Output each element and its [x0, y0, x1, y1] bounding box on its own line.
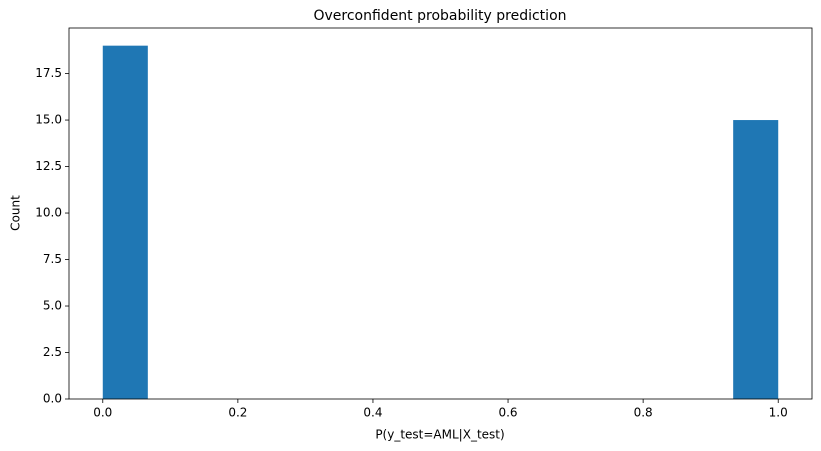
y-tick-label: 12.5 [35, 159, 62, 173]
bar [102, 45, 148, 400]
x-tick-label: 1.0 [769, 406, 788, 420]
bar [733, 120, 779, 399]
x-tick-label: 0.4 [363, 406, 382, 420]
x-tick-label: 0.6 [498, 406, 517, 420]
y-tick-label: 17.5 [35, 66, 62, 80]
y-tick-label: 10.0 [35, 206, 62, 220]
y-tick-label: 7.5 [43, 252, 62, 266]
x-tick-label: 0.8 [634, 406, 653, 420]
x-axis-label: P(y_test=AML|X_test) [375, 428, 504, 442]
x-tick-label: 0.2 [228, 406, 247, 420]
y-tick-label: 15.0 [35, 113, 62, 127]
y-tick-label: 2.5 [43, 345, 62, 359]
plot-frame [68, 27, 813, 400]
y-axis-label: Count [9, 195, 23, 231]
y-tick-label: 0.0 [43, 392, 62, 406]
chart-title: Overconfident probability prediction [313, 8, 566, 24]
x-tick-label: 0.0 [93, 406, 112, 420]
y-tick-label: 5.0 [43, 299, 62, 313]
